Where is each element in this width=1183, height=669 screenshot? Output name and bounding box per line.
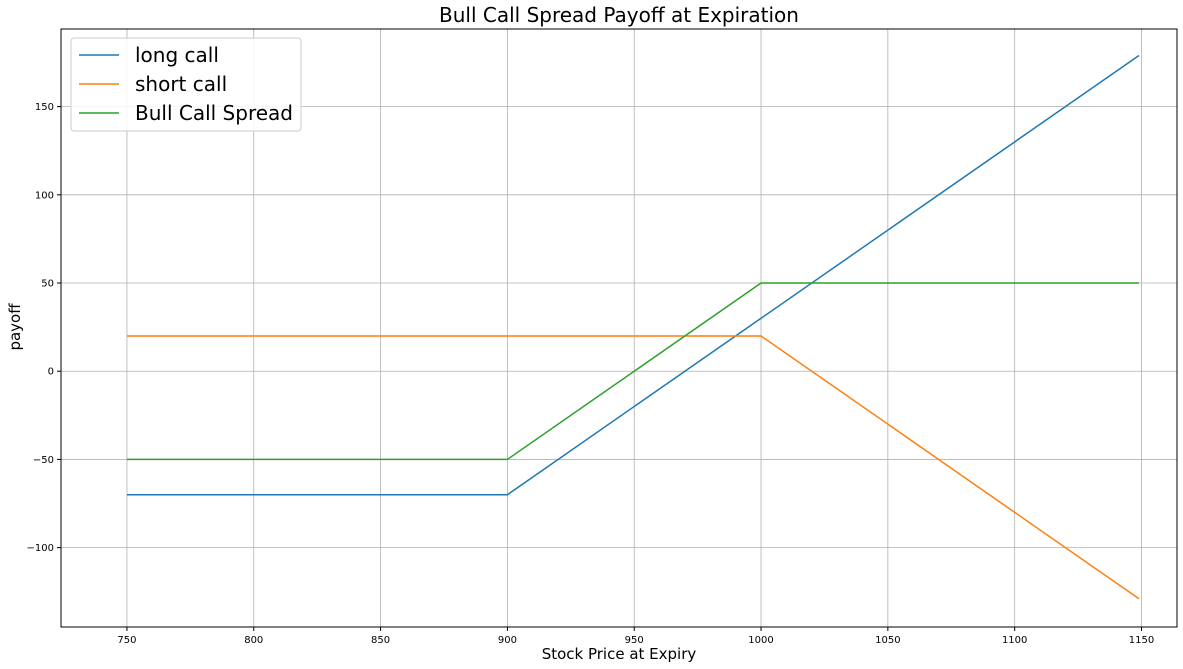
x-tick-label: 1150 bbox=[1129, 635, 1154, 646]
series-line-2 bbox=[126, 282, 1139, 461]
x-tick-label: 750 bbox=[117, 635, 136, 646]
legend-label-0: long call bbox=[135, 43, 219, 67]
y-tick-label: 100 bbox=[35, 190, 54, 201]
legend: long call short call Bull Call Spread bbox=[70, 37, 302, 132]
y-tick-label: −100 bbox=[27, 543, 54, 554]
y-tick-label: 150 bbox=[35, 102, 54, 113]
legend-label-2: Bull Call Spread bbox=[135, 101, 293, 125]
series-line-1 bbox=[126, 335, 1140, 600]
y-axis: −100 −50 0 50 100 150 bbox=[27, 102, 61, 554]
y-tick-label: 0 bbox=[48, 367, 54, 378]
x-axis-label: Stock Price at Expiry bbox=[542, 645, 697, 663]
chart-title: Bull Call Spread Payoff at Expiration bbox=[439, 3, 799, 27]
x-tick-label: 1050 bbox=[875, 635, 900, 646]
x-tick-label: 1000 bbox=[748, 635, 773, 646]
x-tick-label: 1100 bbox=[1002, 635, 1027, 646]
x-tick-label: 850 bbox=[371, 635, 390, 646]
legend-box bbox=[70, 37, 302, 132]
axes-frame bbox=[60, 28, 1178, 628]
legend-label-1: short call bbox=[135, 72, 227, 96]
x-axis: 750 800 850 900 950 1000 1050 1100 1150 bbox=[117, 627, 1154, 646]
y-axis-label: payoff bbox=[6, 303, 24, 351]
plot-area bbox=[126, 54, 1140, 600]
x-tick-label: 900 bbox=[498, 635, 517, 646]
x-tick-label: 950 bbox=[625, 635, 644, 646]
y-tick-label: −50 bbox=[33, 455, 54, 466]
y-tick-label: 50 bbox=[41, 279, 54, 290]
series-line-0 bbox=[126, 54, 1140, 496]
x-tick-label: 800 bbox=[244, 635, 263, 646]
